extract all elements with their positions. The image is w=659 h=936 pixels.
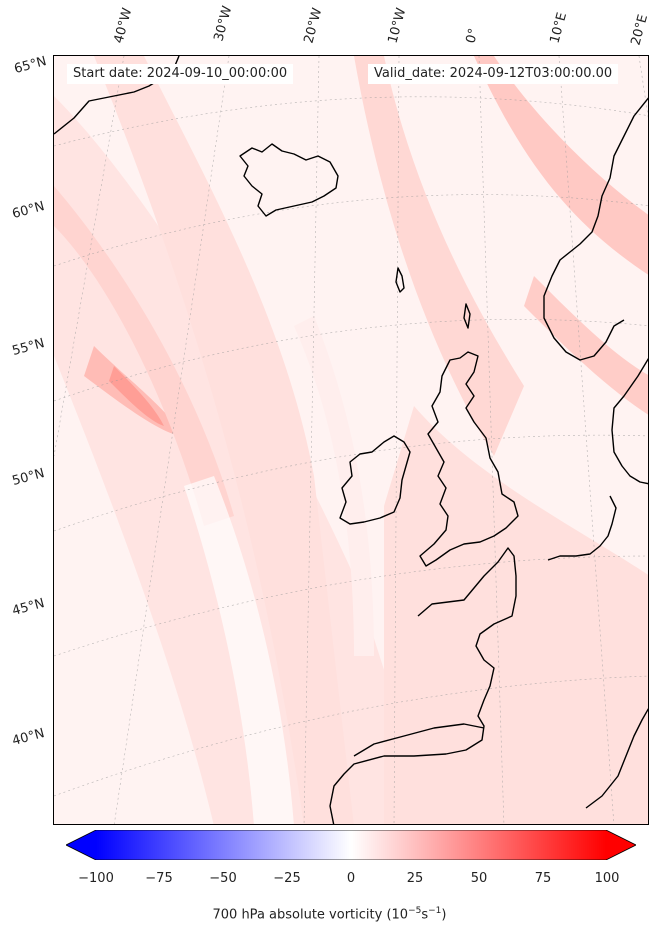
colorbar-tick-label: 50 [470, 871, 488, 886]
lon-label-20e: 20°E [628, 12, 652, 48]
colorbar-tick-label: −25 [273, 871, 301, 886]
lon-label-10e: 10°E [547, 10, 571, 46]
lon-label-20w: 20°W [301, 6, 326, 45]
colorbar-high-extend [606, 830, 636, 860]
lat-label-45n: 45°N [10, 596, 47, 619]
lon-label-40w: 40°W [111, 6, 136, 45]
valid-date-label: Valid_date: 2024-09-12T03:00:00.00 [368, 64, 619, 84]
graticule [54, 56, 648, 824]
lat-label-65n: 65°N [12, 54, 49, 77]
colorbar-gradient [96, 830, 606, 860]
colorbar [66, 830, 636, 860]
lon-label-10w: 10°W [385, 6, 410, 45]
map-area[interactable] [53, 55, 649, 825]
start-date-label: Start date: 2024-09-10_00:00:00 [67, 64, 294, 84]
vorticity-field [54, 56, 648, 824]
colorbar-tick-label: −100 [78, 871, 114, 886]
colorbar-tick-label: 0 [346, 871, 356, 886]
lat-label-40n: 40°N [10, 726, 47, 749]
colorbar-tick-label: 100 [594, 871, 620, 886]
vorticity-shading [54, 56, 648, 824]
colorbar-tick-label: 25 [406, 871, 424, 886]
lat-label-55n: 55°N [10, 336, 47, 359]
colorbar-low-extend [66, 830, 96, 860]
colorbar-tick-label: −75 [145, 871, 173, 886]
colorbar-tick-label: 75 [534, 871, 552, 886]
colorbar-label: 700 hPa absolute vorticity (10−5s−1) [212, 906, 447, 923]
lon-label-0: 0° [463, 26, 482, 45]
lat-label-60n: 60°N [10, 199, 47, 222]
colorbar-tick-label: −50 [209, 871, 237, 886]
lat-label-50n: 50°N [10, 466, 47, 489]
lon-label-30w: 30°W [211, 4, 236, 43]
coastlines [54, 56, 648, 824]
